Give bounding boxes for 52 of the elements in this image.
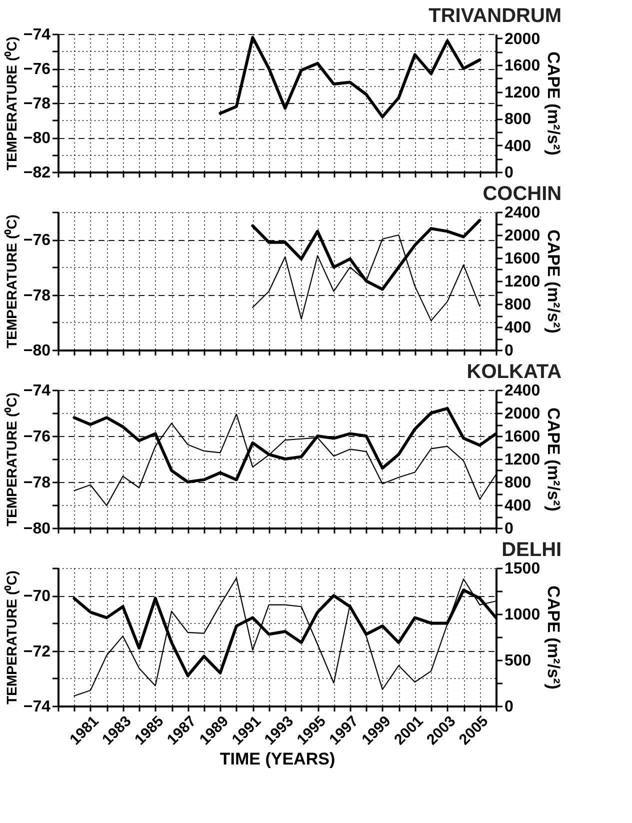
x-axis-title: TIME (YEARS) [220, 750, 336, 769]
y2-tick-label: 0 [504, 520, 514, 538]
y2-tick-label: 1200 [504, 274, 540, 290]
y-tick-label: −76 [23, 428, 51, 446]
y-tick-label: −82 [23, 164, 51, 182]
y2-tick-label: 1200 [504, 84, 540, 102]
y2-tick-label: 1500 [504, 560, 540, 578]
y-tick-label: −76 [23, 61, 51, 78]
y-tick-label: −72 [23, 643, 51, 660]
y-tick-label: −74 [23, 382, 51, 400]
y2-tick-label: 500 [504, 652, 532, 670]
y-tick-label: −80 [23, 130, 51, 147]
y-tick-label: −74 [23, 26, 51, 44]
y2-tick-label: 800 [504, 111, 532, 128]
y-tick-label: −74 [23, 698, 51, 716]
chart-title: KOLKATA [466, 361, 562, 383]
y-axis-title: TEMPERATURE (⁰C) [3, 570, 20, 704]
chart-title: COCHIN [482, 183, 562, 205]
y-tick-label: −78 [23, 474, 51, 492]
y2-tick-label: 1200 [504, 452, 540, 468]
y2-tick-label: 2000 [504, 228, 540, 244]
y2-tick-label: 0 [504, 164, 514, 182]
y2-tick-label: 1600 [504, 250, 540, 268]
y-axis-title: TEMPERATURE (⁰C) [3, 392, 20, 526]
y-tick-label: −78 [23, 287, 51, 304]
y-tick-label: −76 [23, 232, 51, 250]
y2-tick-label: 2000 [504, 30, 540, 48]
y2-tick-label: 0 [504, 342, 514, 360]
chart-title: DELHI [502, 539, 562, 561]
y-tick-label: −80 [23, 520, 51, 538]
y2-tick-label: 800 [504, 296, 532, 314]
y2-tick-label: 400 [504, 138, 532, 155]
y2-axis-title: CAPE (m²/s²) [544, 586, 564, 690]
y2-axis-title: CAPE (m²/s²) [544, 52, 564, 156]
y2-axis-title: CAPE (m²/s²) [544, 408, 564, 512]
y-axis-title: TEMPERATURE (⁰C) [3, 214, 20, 348]
y2-tick-label: 0 [504, 698, 514, 716]
chart-title: TRIVANDRUM [428, 5, 562, 27]
y2-tick-label: 400 [504, 498, 532, 514]
y2-tick-label: 2000 [504, 406, 540, 422]
y2-tick-label: 400 [504, 320, 532, 336]
y2-tick-label: 1600 [504, 58, 540, 75]
y-tick-label: −80 [23, 342, 51, 360]
y-tick-label: −78 [23, 96, 51, 112]
y-tick-label: −70 [23, 588, 51, 606]
y2-tick-label: 2400 [504, 382, 540, 400]
y2-axis-title: CAPE (m²/s²) [544, 230, 564, 334]
y2-tick-label: 1000 [504, 606, 540, 624]
y2-tick-label: 800 [504, 474, 532, 492]
y2-tick-label: 1600 [504, 428, 540, 446]
y-axis-title: TEMPERATURE (⁰C) [3, 36, 20, 170]
y2-tick-label: 2400 [504, 204, 540, 222]
